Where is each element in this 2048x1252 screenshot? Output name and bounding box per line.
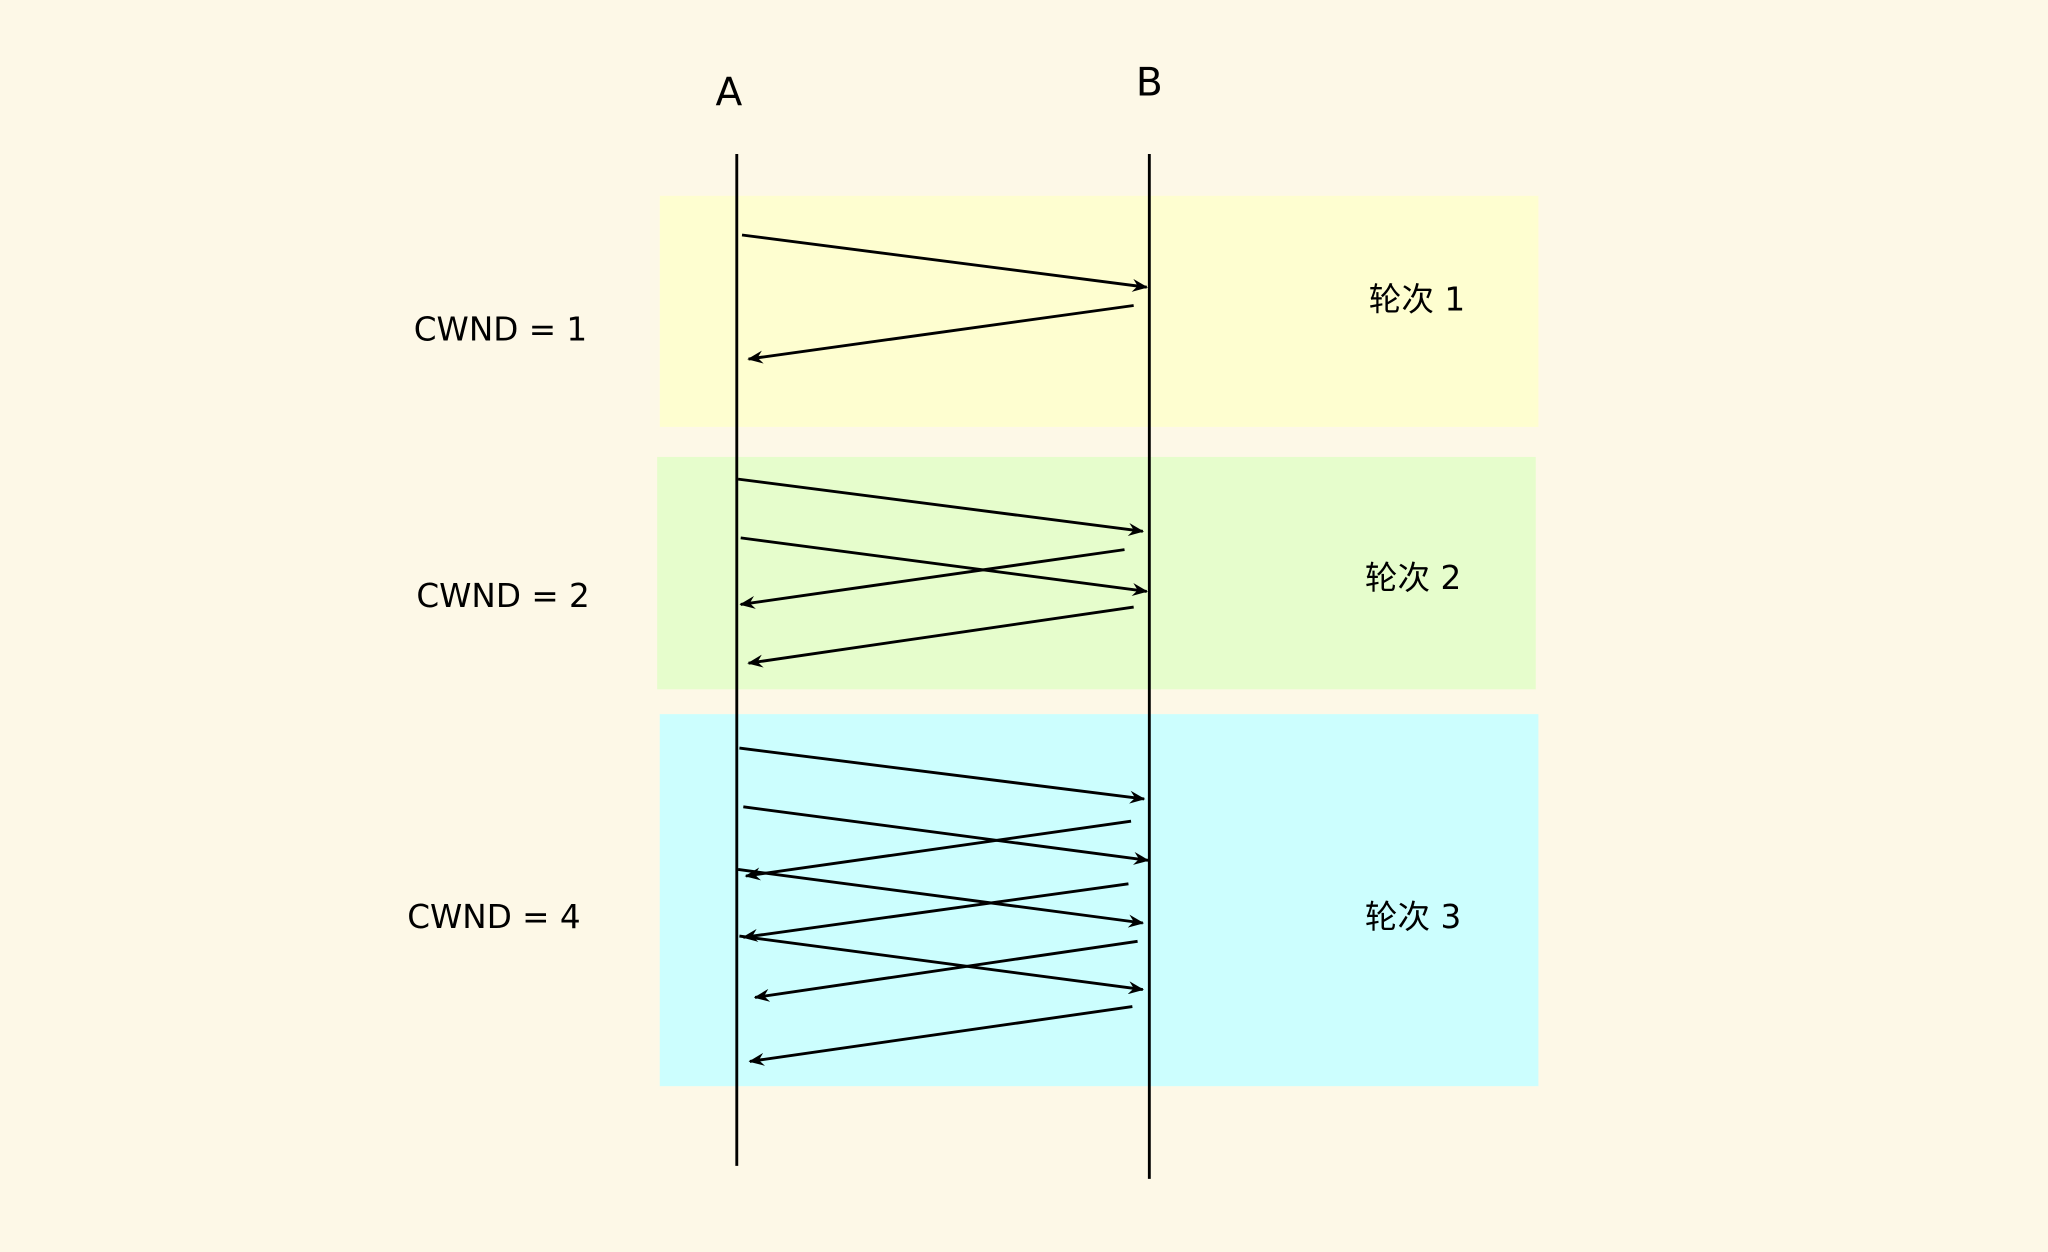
round-2-band	[657, 456, 1536, 690]
ack-arrow	[747, 605, 1134, 668]
round-label-1: 轮次 1	[1369, 281, 1465, 319]
round-1-messages	[741, 233, 1149, 364]
ack-arrow	[753, 939, 1138, 1002]
ack-arrow	[744, 819, 1132, 881]
ack-arrow	[747, 304, 1134, 364]
participant-a-label: A	[716, 71, 743, 116]
ack-arrow	[739, 548, 1125, 609]
round-label-2: 轮次 2	[1365, 559, 1461, 597]
cwnd-label-4: CWND = 4	[407, 898, 580, 936]
data-arrow	[739, 934, 1145, 995]
data-arrow	[741, 233, 1149, 292]
round-3-messages	[737, 746, 1150, 1066]
ack-arrow	[742, 882, 1129, 942]
round-label-3: 轮次 3	[1365, 898, 1461, 936]
round-3-band	[659, 714, 1539, 1087]
data-arrow	[740, 536, 1149, 596]
ack-arrow	[748, 1005, 1133, 1066]
data-arrow	[739, 746, 1146, 804]
round-2-messages	[737, 477, 1149, 668]
data-arrow	[737, 477, 1145, 536]
data-arrow	[737, 868, 1145, 928]
participant-b-label: B	[1136, 60, 1163, 105]
cwnd-label-2: CWND = 2	[416, 577, 589, 615]
cwnd-label-1: CWND = 1	[414, 311, 587, 349]
data-arrow	[743, 805, 1150, 865]
